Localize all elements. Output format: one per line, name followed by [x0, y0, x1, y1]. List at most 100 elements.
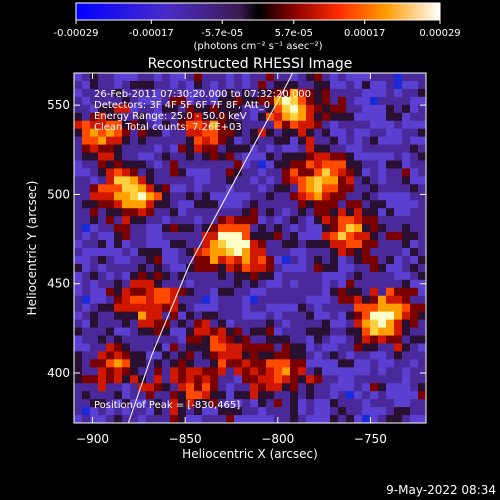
heatmap-cell	[90, 399, 99, 408]
heatmap-cell	[218, 383, 227, 392]
heatmap-cell	[282, 375, 291, 384]
heatmap-cell	[370, 208, 379, 217]
heatmap-cell	[410, 232, 419, 241]
heatmap-cell	[258, 343, 267, 352]
heatmap-cell	[146, 399, 155, 408]
heatmap-cell	[82, 160, 91, 170]
heatmap-cell	[194, 271, 203, 281]
heatmap-cell	[290, 407, 299, 416]
heatmap-cell	[186, 96, 195, 106]
heatmap-cell	[410, 327, 419, 337]
heatmap-cell	[266, 104, 275, 114]
heatmap-cell	[90, 104, 99, 114]
heatmap-cell	[402, 367, 411, 376]
heatmap-cell	[306, 168, 315, 177]
heatmap-cell	[394, 96, 403, 106]
heatmap-cell	[218, 208, 227, 217]
heatmap-cell	[298, 287, 307, 297]
heatmap-cell	[162, 232, 171, 241]
heatmap-cell	[106, 104, 115, 114]
heatmap-cell	[130, 96, 139, 106]
heatmap-cell	[402, 319, 411, 329]
heatmap-cell	[122, 248, 131, 257]
heatmap-cell	[218, 112, 227, 122]
heatmap-cell	[218, 367, 227, 376]
heatmap-cell	[122, 375, 131, 384]
heatmap-cell	[90, 415, 99, 423]
heatmap-cell	[170, 160, 179, 170]
heatmap-cell	[210, 327, 219, 337]
heatmap-cell	[362, 263, 371, 273]
heatmap-cell	[122, 96, 131, 106]
heatmap-cell	[242, 232, 251, 241]
heatmap-cell	[218, 136, 227, 146]
heatmap-cell	[138, 303, 147, 313]
heatmap-cell	[250, 391, 259, 400]
heatmap-cell	[282, 319, 291, 329]
heatmap-cell	[274, 391, 283, 400]
heatmap-cell	[170, 383, 179, 392]
y-axis-label: Heliocentric Y (arcsec)	[25, 181, 39, 316]
heatmap-cell	[106, 120, 115, 130]
heatmap-cell	[138, 136, 147, 146]
heatmap-cell	[242, 248, 251, 257]
heatmap-cell	[314, 351, 323, 360]
heatmap-cell	[418, 407, 426, 416]
heatmap-cell	[130, 303, 139, 313]
heatmap-cell	[362, 216, 371, 225]
heatmap-cell	[386, 240, 395, 249]
heatmap-cell	[410, 200, 419, 209]
heatmap-cell	[306, 367, 315, 376]
heatmap-cell	[154, 200, 163, 209]
heatmap-cell	[402, 144, 411, 154]
heatmap-cell	[266, 136, 275, 146]
heatmap-cell	[354, 184, 363, 193]
heatmap-cell	[354, 255, 363, 265]
heatmap-cell	[306, 176, 315, 185]
heatmap-cell	[226, 120, 235, 130]
heatmap-cell	[90, 319, 99, 329]
heatmap-cell	[306, 136, 315, 146]
heatmap-cell	[282, 327, 291, 337]
heatmap-cell	[370, 383, 379, 392]
heatmap-cell	[346, 160, 355, 170]
heatmap-cell	[258, 184, 267, 193]
heatmap-cell	[378, 96, 387, 106]
heatmap-cell	[370, 271, 379, 281]
heatmap-cell	[194, 216, 203, 225]
heatmap-cell	[130, 255, 139, 265]
heatmap-cell	[346, 295, 355, 305]
heatmap-cell	[314, 144, 323, 154]
heatmap-cell	[218, 104, 227, 114]
heatmap-cell	[82, 279, 91, 289]
heatmap-cell	[106, 295, 115, 305]
heatmap-cell	[274, 335, 283, 345]
heatmap-cell	[394, 279, 403, 289]
heatmap-cell	[210, 184, 219, 193]
heatmap-cell	[338, 287, 347, 297]
heatmap-cell	[82, 399, 91, 408]
heatmap-cell	[194, 232, 203, 241]
heatmap-cell	[234, 160, 243, 170]
heatmap-cell	[298, 232, 307, 241]
heatmap-cell	[98, 120, 107, 130]
heatmap-cell	[146, 359, 155, 368]
heatmap-cell	[162, 184, 171, 193]
y-tick-label: 550	[47, 98, 70, 112]
heatmap-cell	[258, 391, 267, 400]
heatmap-cell	[210, 88, 219, 98]
heatmap-cell	[258, 224, 267, 233]
heatmap-cell	[298, 160, 307, 170]
heatmap-cell	[402, 327, 411, 337]
heatmap-cell	[250, 80, 259, 90]
heatmap-cell	[162, 255, 171, 265]
heatmap-cell	[226, 128, 235, 138]
heatmap-cell	[138, 73, 147, 82]
heatmap-cell	[114, 375, 123, 384]
heatmap-cell	[162, 303, 171, 313]
heatmap-cell	[274, 80, 283, 90]
heatmap-cell	[154, 248, 163, 257]
heatmap-cell	[186, 287, 195, 297]
heatmap-cell	[354, 88, 363, 98]
heatmap-cell	[154, 208, 163, 217]
